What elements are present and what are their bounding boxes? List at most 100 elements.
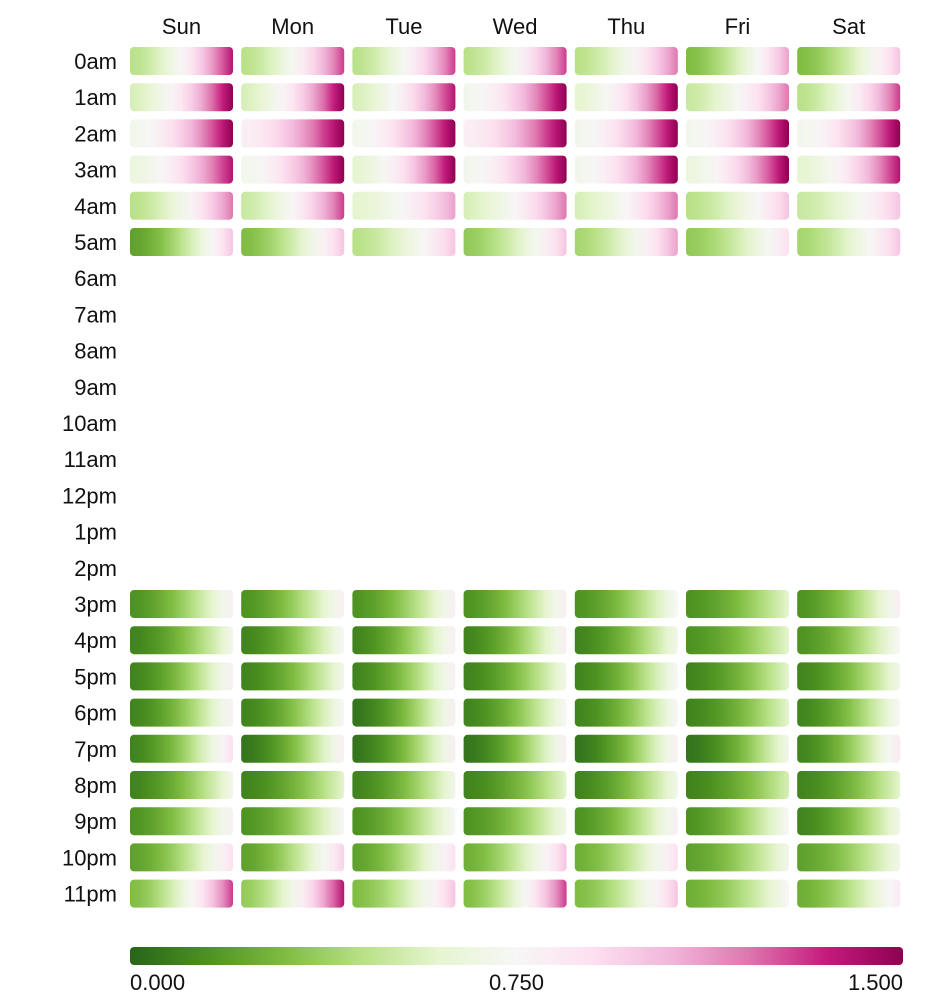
- row-label-6am: 6am: [74, 266, 117, 291]
- cell-8pm-mon: [241, 771, 345, 799]
- colorbar-gradient: [130, 947, 903, 965]
- cell-2am-fri: [686, 119, 789, 148]
- cell-10pm-tue: [352, 843, 456, 872]
- cell-11pm-thu: [574, 879, 678, 908]
- column-label-mon: Mon: [271, 14, 314, 39]
- column-labels: Sun Mon Tue Wed Thu Fri Sat: [162, 14, 865, 39]
- row-label-5am: 5am: [74, 230, 117, 255]
- cell-4pm-fri: [686, 626, 789, 655]
- cell-3pm-mon: [241, 590, 345, 618]
- cell-2am-tue: [352, 119, 456, 148]
- cell-4pm-tue: [352, 626, 456, 655]
- colorbar-tick-label: 0.000: [130, 970, 185, 995]
- cell-9pm-sun: [130, 807, 233, 836]
- row-label-8pm: 8pm: [74, 773, 117, 798]
- row-label-8am: 8am: [74, 339, 117, 364]
- cell-7pm-tue: [352, 734, 456, 763]
- row-label-12pm: 12pm: [62, 483, 117, 508]
- cell-4pm-wed: [463, 626, 567, 655]
- cell-7pm-thu: [574, 734, 678, 763]
- row-label-3am: 3am: [74, 158, 117, 183]
- cell-7pm-sat: [797, 734, 901, 763]
- cell-1am-mon: [241, 83, 345, 112]
- cell-6pm-wed: [463, 698, 567, 727]
- row-label-1pm: 1pm: [74, 520, 117, 545]
- cell-0am-sun: [130, 47, 233, 75]
- cell-1am-sun: [130, 83, 233, 112]
- row-label-6pm: 6pm: [74, 701, 117, 726]
- row-label-11am: 11am: [64, 447, 117, 472]
- cell-11pm-mon: [241, 879, 345, 908]
- cell-1am-tue: [352, 83, 456, 112]
- cell-9pm-tue: [352, 807, 456, 836]
- row-labels: 0am 1am 2am 3am 4am 5am 6am 7am 8am 9am 10am 11am 12…: [62, 49, 117, 907]
- cell-6pm-sun: [130, 698, 233, 727]
- cell-9pm-fri: [686, 807, 789, 836]
- cell-4am-tue: [352, 191, 456, 220]
- cell-11pm-tue: [352, 879, 456, 908]
- cell-4am-sun: [130, 191, 233, 220]
- column-label-sun: Sun: [162, 14, 201, 39]
- row-label-5pm: 5pm: [74, 664, 117, 689]
- cell-2am-thu: [574, 119, 678, 148]
- cell-8pm-fri: [686, 771, 789, 799]
- cell-3am-mon: [241, 155, 345, 184]
- cell-2am-sun: [130, 119, 233, 148]
- cell-5pm-sat: [797, 662, 901, 691]
- cell-2am-sat: [797, 119, 901, 148]
- cell-3am-wed: [463, 155, 567, 184]
- cell-3am-tue: [352, 155, 456, 184]
- cell-9pm-thu: [574, 807, 678, 836]
- cell-4am-wed: [463, 191, 567, 220]
- row-label-9am: 9am: [74, 375, 117, 400]
- colorbar-tick-label: 1.500: [848, 970, 903, 995]
- cell-5pm-sun: [130, 662, 233, 691]
- cell-7pm-sun: [130, 734, 233, 763]
- cell-0am-tue: [352, 47, 456, 75]
- row-label-7pm: 7pm: [74, 737, 117, 762]
- cell-4pm-mon: [241, 626, 345, 655]
- row-label-1am: 1am: [74, 85, 117, 110]
- cell-0am-sat: [797, 47, 901, 75]
- column-label-thu: Thu: [607, 14, 645, 39]
- cell-5pm-fri: [686, 662, 789, 691]
- column-label-tue: Tue: [385, 14, 422, 39]
- cell-4am-fri: [686, 191, 789, 220]
- cell-9pm-wed: [463, 807, 567, 836]
- cell-7pm-fri: [686, 734, 789, 763]
- cell-8pm-thu: [574, 771, 678, 799]
- row-label-10pm: 10pm: [62, 845, 117, 870]
- row-label-7am: 7am: [74, 302, 117, 327]
- cell-3pm-fri: [686, 590, 789, 618]
- cell-6pm-tue: [352, 698, 456, 727]
- cell-1am-fri: [686, 83, 789, 112]
- cell-10pm-thu: [574, 843, 678, 872]
- cell-6pm-thu: [574, 698, 678, 727]
- column-label-fri: Fri: [725, 14, 751, 39]
- cell-4pm-thu: [574, 626, 678, 655]
- cell-10pm-fri: [686, 843, 789, 872]
- cell-8pm-wed: [463, 771, 567, 799]
- cell-4pm-sun: [130, 626, 233, 655]
- cell-7pm-mon: [241, 734, 345, 763]
- cell-8pm-sat: [797, 771, 901, 799]
- cell-10pm-mon: [241, 843, 345, 872]
- cell-0am-fri: [686, 47, 789, 75]
- cell-3am-thu: [574, 155, 678, 184]
- cell-9pm-sat: [797, 807, 901, 836]
- cell-5pm-tue: [352, 662, 456, 691]
- row-label-2am: 2am: [74, 121, 117, 146]
- cell-5am-tue: [352, 228, 456, 256]
- cell-5pm-mon: [241, 662, 345, 691]
- cell-5am-sat: [797, 228, 901, 256]
- cell-4pm-sat: [797, 626, 901, 655]
- cell-2am-wed: [463, 119, 567, 148]
- cell-10pm-wed: [463, 843, 567, 872]
- cell-11pm-sat: [797, 879, 901, 908]
- cell-0am-wed: [463, 47, 567, 75]
- row-label-0am: 0am: [74, 49, 117, 74]
- cell-8pm-tue: [352, 771, 456, 799]
- cell-11pm-sun: [130, 879, 233, 908]
- cell-4am-thu: [574, 191, 678, 220]
